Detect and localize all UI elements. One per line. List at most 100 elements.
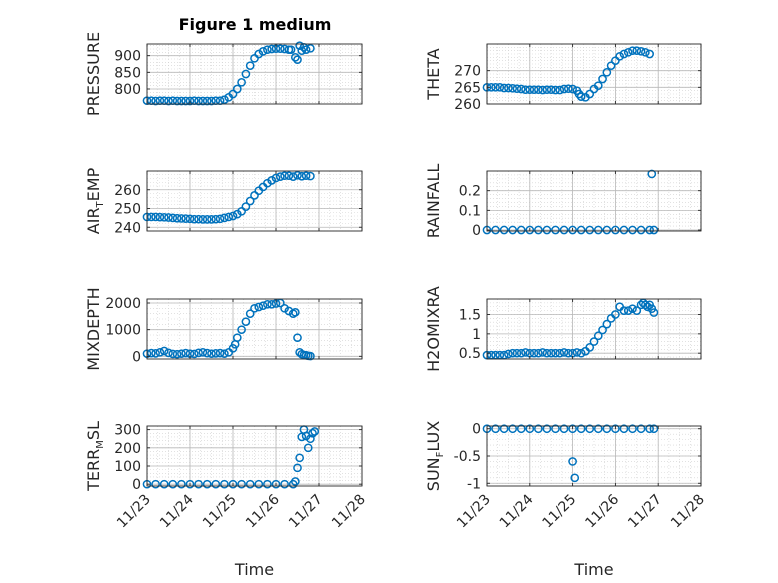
data-point <box>241 202 251 211</box>
axes-box <box>146 298 363 360</box>
data-point <box>189 349 199 359</box>
data-point <box>306 351 315 361</box>
data-point <box>615 51 625 61</box>
data-point <box>516 225 526 235</box>
data-point <box>284 171 294 181</box>
data-point <box>177 349 186 359</box>
data-point <box>542 424 552 434</box>
data-point <box>172 213 182 223</box>
data-point <box>576 225 586 235</box>
data-point <box>275 44 285 54</box>
data-point <box>308 428 317 438</box>
data-point <box>491 225 500 235</box>
data-point <box>207 96 216 106</box>
data-point <box>576 92 586 102</box>
data-point <box>177 214 186 223</box>
data-point <box>303 443 313 453</box>
data-point <box>237 206 246 216</box>
y-tick-label: 300 <box>114 423 141 439</box>
y-tick-label: 0.1 <box>459 203 481 219</box>
data-point <box>306 43 315 53</box>
data-point <box>185 96 195 106</box>
y-axis-label: TERRMSL <box>84 421 106 492</box>
data-point <box>568 424 577 434</box>
data-point <box>194 479 203 489</box>
data-point <box>280 479 289 489</box>
data-point <box>164 348 173 358</box>
data-point <box>534 348 543 358</box>
data-point <box>619 424 629 434</box>
data-point <box>611 424 620 434</box>
data-point <box>293 55 302 65</box>
data-point <box>534 85 543 95</box>
data-point <box>559 424 569 434</box>
axes-box <box>486 43 702 105</box>
data-point <box>228 479 238 489</box>
data-point <box>189 214 199 224</box>
y-tick-label: -0.5 <box>454 449 481 465</box>
data-point <box>628 46 637 56</box>
y-axis-label: RAINFALL <box>424 164 443 239</box>
data-point <box>555 85 565 95</box>
data-point <box>220 479 229 489</box>
y-axis-label: PRESSURE <box>84 32 103 116</box>
data-point <box>172 349 182 359</box>
data-point <box>295 453 304 463</box>
data-point <box>168 213 178 223</box>
data-point <box>623 47 633 57</box>
data-point <box>619 306 629 315</box>
data-point <box>504 83 513 93</box>
data-point <box>632 46 642 56</box>
data-point <box>563 348 573 358</box>
y-tick-label: 1.5 <box>459 307 481 323</box>
data-point <box>585 89 595 99</box>
data-point <box>598 74 607 84</box>
data-point <box>202 96 212 106</box>
data-point <box>177 479 186 489</box>
data-point <box>602 225 612 235</box>
data-point <box>194 214 203 224</box>
data-point <box>215 214 225 224</box>
data-point <box>619 225 629 235</box>
y-tick-label: 0.5 <box>459 346 481 362</box>
data-point <box>643 302 652 312</box>
data-point <box>181 96 191 106</box>
data-point <box>508 424 518 434</box>
data-point <box>159 479 169 489</box>
data-point <box>215 348 225 358</box>
data-point <box>611 310 620 319</box>
data-point <box>512 348 522 358</box>
data-point <box>589 337 599 346</box>
data-point <box>168 349 178 359</box>
data-point <box>628 225 637 235</box>
data-point <box>611 225 620 235</box>
data-point <box>516 84 526 94</box>
data-point <box>546 348 556 358</box>
data-point <box>241 69 251 79</box>
y-axis-label: THETA <box>424 48 443 100</box>
data-point <box>546 85 556 95</box>
data-point <box>155 212 165 222</box>
data-point <box>529 348 539 358</box>
data-point <box>628 304 637 314</box>
data-point <box>525 85 535 95</box>
data-point <box>198 215 208 224</box>
y-tick-label: 100 <box>114 459 141 475</box>
data-point <box>559 225 569 235</box>
data-point <box>534 424 543 434</box>
y-tick-label: 260 <box>114 183 141 199</box>
data-point <box>568 84 577 94</box>
data-point <box>649 424 659 434</box>
data-point <box>568 457 577 466</box>
data-point <box>508 225 518 235</box>
data-point <box>521 85 530 95</box>
y-tick-label: 0 <box>472 422 481 438</box>
axes-box <box>146 425 363 487</box>
data-point <box>606 61 616 71</box>
data-point <box>512 84 522 94</box>
data-point <box>220 349 229 359</box>
data-point <box>291 477 300 486</box>
data-point <box>293 333 302 343</box>
